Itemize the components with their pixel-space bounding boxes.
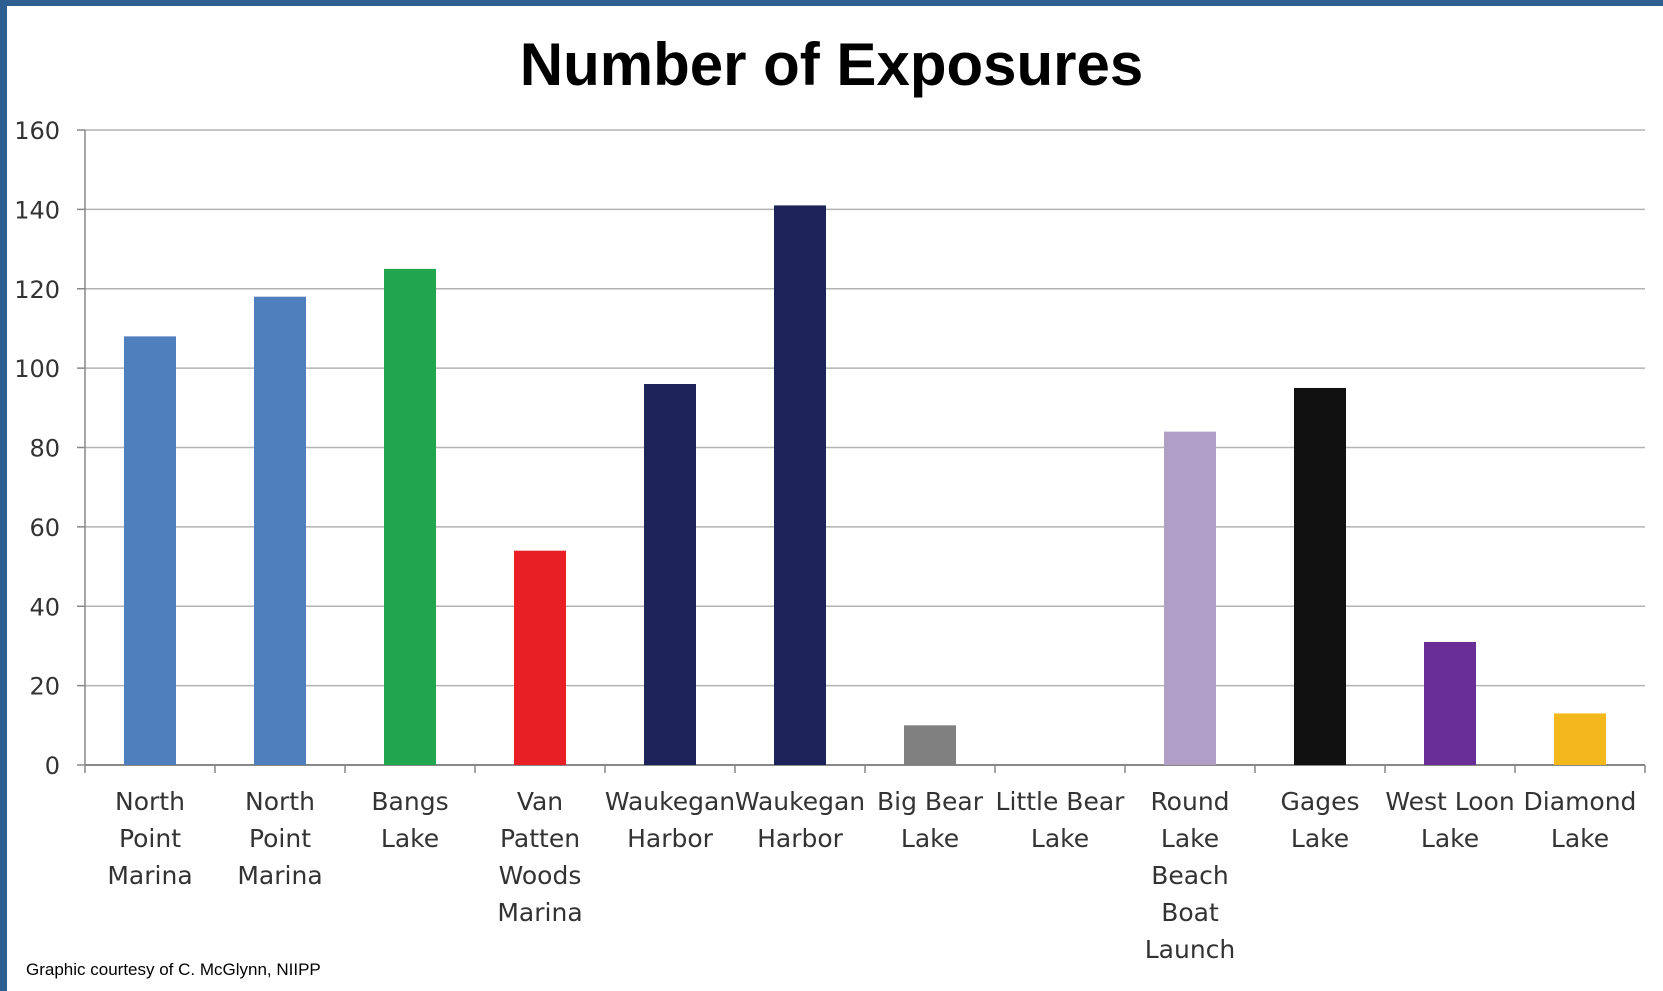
x-category-label: Harbor <box>757 824 844 853</box>
x-category-label: Lake <box>381 824 439 853</box>
x-category-label: West Loon <box>1385 787 1514 816</box>
chart-title: Number of Exposures <box>519 31 1144 98</box>
x-category-label: Launch <box>1145 935 1236 964</box>
bar <box>774 205 826 765</box>
x-category-label: Lake <box>1421 824 1479 853</box>
x-category-label: Woods <box>499 861 582 890</box>
x-category-label: Waukegan <box>735 787 865 816</box>
x-category-label: Waukegan <box>605 787 735 816</box>
y-tick-label: 140 <box>14 196 60 224</box>
x-category-label: Lake <box>1551 824 1609 853</box>
frame-top-border <box>0 0 1663 6</box>
x-category-label: Point <box>119 824 181 853</box>
x-category-label: Bangs <box>371 787 448 816</box>
x-category-label: Point <box>249 824 311 853</box>
x-category-label: Marina <box>237 861 322 890</box>
x-category-label: Gages <box>1281 787 1360 816</box>
frame-left-border <box>0 0 7 991</box>
bar <box>1554 713 1606 765</box>
x-category-label: Little Bear <box>996 787 1126 816</box>
x-category-label: Beach <box>1151 861 1228 890</box>
y-tick-label: 100 <box>14 355 60 383</box>
x-category-label: Patten <box>500 824 580 853</box>
x-category-label: Lake <box>1031 824 1089 853</box>
x-category-label: Lake <box>901 824 959 853</box>
credit-text: Graphic courtesy of C. McGlynn, NIIPP <box>26 960 321 979</box>
y-tick-label: 120 <box>14 276 60 304</box>
bar <box>1294 387 1346 765</box>
y-tick-label: 60 <box>29 514 60 542</box>
bar <box>644 384 696 765</box>
x-category-label: Diamond <box>1524 787 1637 816</box>
bar <box>514 550 566 765</box>
bar <box>1424 641 1476 765</box>
bar <box>904 725 956 765</box>
x-category-label: Van <box>517 787 563 816</box>
bar <box>254 296 306 765</box>
bar <box>124 336 176 765</box>
y-tick-label: 40 <box>29 593 60 621</box>
y-tick-label: 80 <box>29 435 60 463</box>
x-category-label: Round <box>1150 787 1229 816</box>
y-tick-label: 20 <box>29 673 60 701</box>
x-category-label: Boat <box>1161 898 1219 927</box>
x-category-label: Marina <box>497 898 582 927</box>
x-category-label: North <box>115 787 185 816</box>
x-category-label: North <box>245 787 315 816</box>
x-category-label: Lake <box>1161 824 1219 853</box>
x-category-label: Marina <box>107 861 192 890</box>
bar <box>384 268 436 765</box>
y-tick-label: 0 <box>45 752 60 780</box>
bar <box>1164 431 1216 765</box>
x-category-label: Big Bear <box>877 787 984 816</box>
y-tick-label: 160 <box>14 117 60 145</box>
x-category-label: Harbor <box>627 824 714 853</box>
x-category-label: Lake <box>1291 824 1349 853</box>
